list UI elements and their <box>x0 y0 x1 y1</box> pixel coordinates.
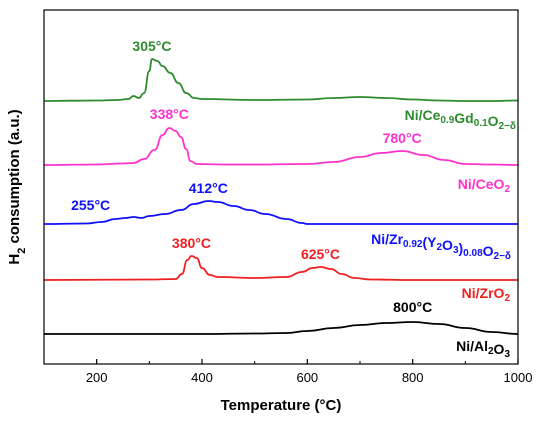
series-curves <box>43 58 519 335</box>
series-line-zro2 <box>43 255 518 281</box>
series-labels: Ni/Ce0.9Gd0.1O2−δ Ni/CeO2 Ni/Zr0.92(Y2O3)0… <box>371 107 516 360</box>
x-tick-label: 600 <box>296 370 318 385</box>
x-tick-label: 400 <box>191 370 213 385</box>
x-tick-label: 800 <box>402 370 424 385</box>
x-tick-label: 1000 <box>504 370 533 385</box>
series-line-gdc <box>43 58 519 102</box>
peak-label-ysz: 412°C <box>189 180 228 196</box>
series-label-ysz: Ni/Zr0.92(Y2O3)0.08O2−δ <box>371 231 511 262</box>
series-label-zro2: Ni/ZrO2 <box>462 285 511 304</box>
peak-label-ceo2: 338°C <box>150 106 189 122</box>
peak-label-ceo2: 780°C <box>383 130 422 146</box>
peak-label-gdc: 305°C <box>132 38 171 54</box>
peak-label-al2o3: 800°C <box>393 299 432 315</box>
x-tick-label: 200 <box>86 370 108 385</box>
y-axis-title: H2 consumption (a.u.) <box>6 109 28 264</box>
series-line-ysz <box>43 200 518 225</box>
peak-label-zro2: 625°C <box>301 246 340 262</box>
x-axis-title: Temperature (°C) <box>221 397 342 414</box>
series-label-al2o3: Ni/Al2O3 <box>456 338 510 360</box>
series-line-ceo2 <box>43 127 519 166</box>
peak-label-zro2: 380°C <box>172 235 211 251</box>
series-label-ceo2: Ni/CeO2 <box>458 176 511 195</box>
x-axis-ticks: 200 400 600 800 1000 <box>86 359 533 385</box>
peak-label-ysz: 255°C <box>71 197 110 213</box>
series-label-gdc: Ni/Ce0.9Gd0.1O2−δ <box>405 107 516 132</box>
series-line-al2o3 <box>44 321 519 335</box>
peak-annotations: 305°C 338°C 780°C 255°C 412°C 380°C 625°C 800°C <box>71 38 432 315</box>
plot-frame <box>43 9 519 365</box>
